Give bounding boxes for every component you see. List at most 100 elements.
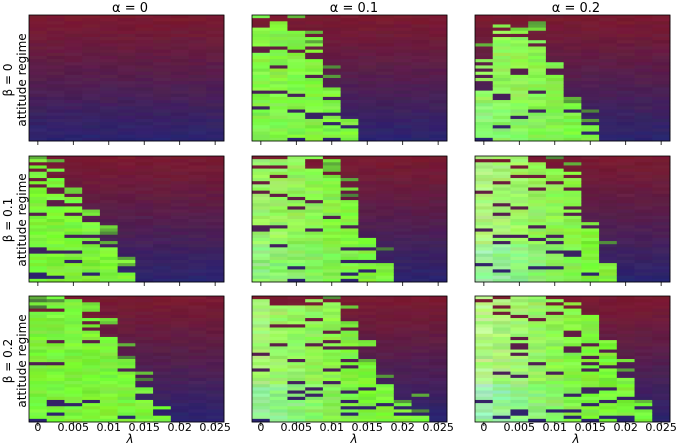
heatmap-cell: [376, 55, 395, 60]
heatmap-cell: [46, 181, 65, 185]
heatmap-cell: [545, 362, 565, 366]
heatmap-cell: [269, 302, 288, 306]
heatmap-cell: [46, 87, 65, 91]
heatmap-cell: [376, 190, 395, 195]
heatmap-panel: [28, 14, 225, 145]
heatmap-cell: [581, 125, 600, 129]
heatmap-cell: [305, 393, 324, 398]
heatmap-cell: [376, 93, 395, 98]
heatmap-cell: [82, 377, 101, 382]
heatmap-cell: [411, 333, 430, 338]
heatmap-cell: [616, 415, 635, 420]
heatmap-cell: [492, 109, 511, 114]
heatmap-cell: [492, 178, 511, 182]
heatmap-cell: [475, 24, 494, 28]
heatmap-cell: [393, 49, 412, 54]
heatmap-cell: [322, 96, 342, 101]
x-tick-labels: 0 0.005 0.01 0.015 0.02 0.025 0 0.005 0.01 0.015 0…: [34, 421, 676, 434]
heatmap-cell: [82, 311, 101, 316]
heatmap-cell: [510, 234, 529, 239]
heatmap-cell: [528, 93, 547, 98]
heatmap-cell: [29, 134, 48, 139]
heatmap-cell: [82, 30, 101, 35]
heatmap-cell: [393, 247, 412, 251]
heatmap-cell: [563, 90, 582, 95]
heatmap-cell: [46, 134, 65, 139]
heatmap-cell: [475, 384, 494, 388]
heatmap-cell: [305, 225, 324, 229]
heatmap-cell: [64, 352, 83, 357]
heatmap-cell: [29, 87, 48, 91]
heatmap-cell: [358, 222, 377, 226]
heatmap-cell: [46, 18, 65, 22]
heatmap-cell: [153, 409, 172, 413]
heatmap-cell: [170, 30, 189, 35]
heatmap-cell: [599, 206, 618, 210]
heatmap-cell: [376, 49, 395, 54]
heatmap-cell: [170, 368, 189, 372]
heatmap-cell: [340, 381, 359, 385]
heatmap-cell: [29, 352, 48, 357]
heatmap-cell: [287, 231, 306, 236]
heatmap-cell: [545, 234, 565, 239]
heatmap-cell: [135, 415, 154, 420]
heatmap-cell: [340, 359, 359, 363]
heatmap-cell: [322, 40, 342, 44]
heatmap-cell: [269, 187, 288, 192]
heatmap-cell: [475, 74, 494, 79]
heatmap-cell: [29, 71, 48, 76]
heatmap-cell: [252, 168, 271, 173]
heatmap-cell: [492, 349, 511, 354]
heatmap-cell: [510, 184, 529, 188]
heatmap-cell: [376, 336, 395, 341]
heatmap-cell: [393, 324, 412, 328]
heatmap-cell: [376, 406, 395, 410]
heatmap-cell: [170, 128, 189, 132]
heatmap-cell: [429, 278, 448, 283]
heatmap-cell: [581, 231, 600, 236]
heatmap-cell: [29, 374, 48, 379]
heatmap-cell: [46, 171, 65, 176]
heatmap-cell: [563, 219, 582, 223]
heatmap-cell: [510, 263, 529, 267]
heatmap-cell: [616, 162, 635, 166]
heatmap-cell: [376, 409, 395, 413]
heatmap-cell: [206, 96, 225, 101]
heatmap-cell: [340, 18, 359, 22]
heatmap-cell: [206, 333, 225, 338]
heatmap-cell: [206, 219, 225, 223]
heatmap-cell: [287, 247, 306, 251]
heatmap-cell: [492, 324, 511, 328]
heatmap-cell: [117, 362, 136, 366]
heatmap-cell: [393, 24, 412, 28]
heatmap-cell: [563, 340, 582, 344]
heatmap-cell: [117, 187, 136, 192]
heatmap-cell: [599, 193, 618, 198]
heatmap-cell: [545, 109, 565, 114]
heatmap-cell: [429, 250, 448, 255]
heatmap-cell: [64, 21, 83, 25]
heatmap-cell: [64, 212, 83, 217]
heatmap-cell: [252, 418, 271, 423]
heatmap-cell: [305, 184, 324, 188]
heatmap-cell: [528, 308, 547, 313]
heatmap-cell: [429, 93, 448, 98]
heatmap-cell: [393, 352, 412, 357]
heatmap-cell: [322, 184, 342, 188]
heatmap-cell: [340, 206, 359, 210]
heatmap-cell: [616, 250, 635, 255]
heatmap-cell: [528, 362, 547, 366]
heatmap-cell: [206, 131, 225, 136]
heatmap-cell: [563, 393, 582, 398]
heatmap-cell: [170, 178, 189, 182]
heatmap-cell: [528, 33, 547, 38]
heatmap-cell: [153, 314, 172, 319]
heatmap-cell: [563, 49, 582, 54]
heatmap-cell: [117, 68, 136, 73]
heatmap-cell: [475, 52, 494, 57]
heatmap-cell: [188, 321, 207, 325]
heatmap-cell: [99, 219, 119, 223]
heatmap-cell: [563, 103, 582, 107]
heatmap-cell: [475, 68, 494, 73]
heatmap-cell: [46, 308, 65, 313]
